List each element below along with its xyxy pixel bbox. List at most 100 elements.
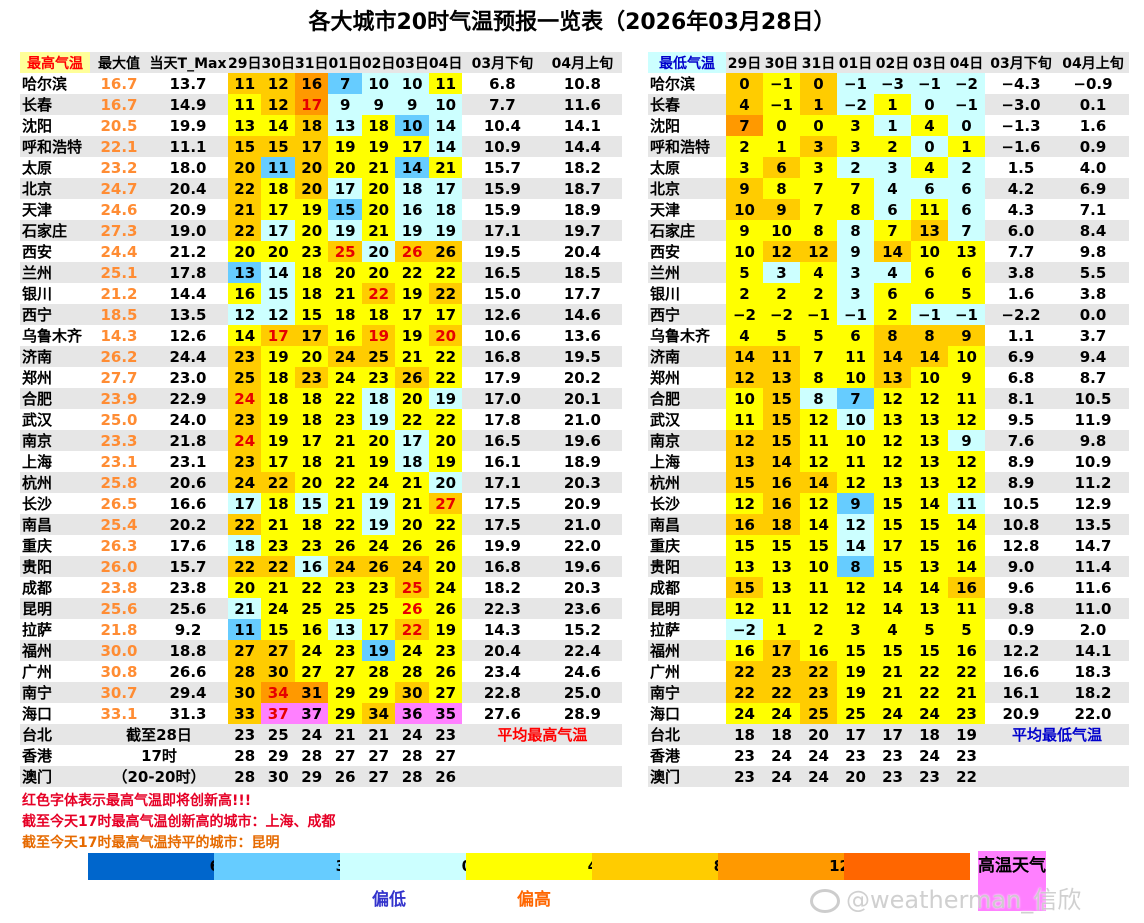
average-label	[985, 745, 1129, 766]
forecast-cell: 26	[428, 766, 463, 787]
forecast-cell: 3	[726, 157, 763, 178]
forecast-cell: −1	[800, 304, 837, 325]
forecast-cell: 14	[228, 325, 262, 346]
avg-early-april: 20.1	[542, 388, 623, 409]
avg-late-march: 22.8	[462, 682, 543, 703]
forecast-cell: 7	[800, 199, 837, 220]
forecast-cell: 18	[328, 304, 362, 325]
forecast-cell: 18	[294, 514, 329, 535]
forecast-cell: 10	[361, 73, 396, 94]
forecast-cell: 20	[328, 262, 362, 283]
table-row: 杭州 15 16 14 12 13 13 12 8.9 11.2	[648, 472, 1129, 493]
forecast-cell: 22	[948, 766, 985, 787]
forecast-cell: 27	[228, 640, 262, 661]
avg-late-march: 12.8	[1002, 536, 1040, 555]
forecast-cell: 12	[837, 598, 874, 619]
forecast-cell: 10	[726, 199, 763, 220]
forecast-cell: 20	[328, 157, 362, 178]
forecast-cell: 34	[361, 703, 396, 724]
forecast-cell: 26	[428, 661, 463, 682]
forecast-cell: −2	[948, 73, 985, 94]
forecast-cell: 2	[874, 136, 911, 157]
forecast-cell: 24	[763, 766, 800, 787]
forecast-cell: 19	[837, 682, 874, 703]
city-name: 合肥	[648, 388, 726, 409]
forecast-cell: 16	[763, 472, 800, 493]
forecast-cell: 15	[763, 388, 800, 409]
forecast-cell: 4	[800, 262, 837, 283]
forecast-cell: 7	[800, 346, 837, 367]
record-max-value: 26.2	[90, 346, 148, 367]
forecast-cell: 22	[911, 682, 948, 703]
city-name: 贵阳	[648, 556, 726, 577]
forecast-cell: 24	[395, 556, 429, 577]
forecast-cell: 18	[763, 514, 800, 535]
city-name: 台北	[20, 724, 90, 745]
forecast-cell: 13	[228, 115, 262, 136]
forecast-cell: 1	[800, 94, 837, 115]
table-row: 哈尔滨 16.7 13.7 11 12 16 7 10 10 11 6.8 10.8	[20, 73, 622, 94]
forecast-cell: 23	[763, 661, 800, 682]
forecast-cell: 9	[837, 241, 874, 262]
forecast-cell: 11	[948, 493, 985, 514]
avg-early-april: 3.8	[1079, 284, 1107, 303]
avg-late-march: 27.6	[483, 704, 521, 723]
forecast-cell: 23	[294, 535, 329, 556]
legend-hot-weather-box: 高温天气	[978, 851, 1046, 911]
avg-early-april: 18.5	[542, 262, 623, 283]
forecast-cell: 21	[361, 724, 396, 745]
forecast-cell: 14	[428, 136, 463, 157]
forecast-cell: 20	[294, 157, 329, 178]
city-name: 济南	[20, 346, 90, 367]
forecast-cell: 21	[228, 199, 262, 220]
forecast-cell: 12	[800, 409, 837, 430]
column-header: 02日	[874, 52, 911, 73]
city-name: 贵阳	[20, 556, 90, 577]
forecast-cell: 15	[261, 619, 295, 640]
forecast-cell: 13	[911, 451, 948, 472]
forecast-cell: 12	[837, 472, 874, 493]
forecast-cell: 10	[726, 388, 763, 409]
forecast-cell: 22	[328, 388, 362, 409]
forecast-cell: 15	[911, 514, 948, 535]
forecast-cell: 13	[726, 451, 763, 472]
avg-early-april: 11.2	[1057, 472, 1129, 493]
table-row: 济南 14 11 7 11 14 14 10 6.9 9.4	[648, 346, 1129, 367]
forecast-cell: 9	[726, 178, 763, 199]
forecast-cell: 20	[361, 262, 396, 283]
forecast-cell: 19	[328, 220, 362, 241]
avg-late-march: 20.4	[462, 640, 543, 661]
record-max-value: 27.7	[100, 368, 138, 387]
forecast-cell: 28	[395, 766, 429, 787]
forecast-cell: 16	[800, 640, 837, 661]
forecast-cell: 24	[919, 746, 940, 765]
avg-early-april: 18.3	[1074, 662, 1112, 681]
forecast-cell: 27	[428, 682, 463, 703]
table-row: 呼和浩特 2 1 3 3 2 0 1 −1.6 0.9	[648, 136, 1129, 157]
city-name: 天津	[650, 201, 681, 219]
forecast-cell: 21	[261, 514, 295, 535]
forecast-cell: 11	[228, 73, 262, 94]
forecast-cell: 22	[228, 220, 262, 241]
today-max-value: 29.4	[148, 682, 228, 703]
forecast-cell: 21	[328, 283, 362, 304]
forecast-cell: 12	[726, 430, 763, 451]
record-max-value: 16.7	[90, 94, 148, 115]
avg-early-april: 9.4	[1057, 346, 1129, 367]
avg-early-april: 13.6	[563, 326, 601, 345]
forecast-cell: 19	[361, 136, 396, 157]
forecast-cell: 19	[428, 451, 463, 472]
forecast-cell: 11	[948, 388, 985, 409]
forecast-cell: 27	[435, 746, 457, 765]
forecast-cell: 12	[837, 514, 874, 535]
forecast-cell: 22	[726, 682, 763, 703]
forecast-cell: 22	[428, 283, 463, 304]
avg-early-april: 18.9	[563, 452, 601, 471]
avg-late-march: 8.9	[1007, 452, 1035, 471]
forecast-cell: 21	[328, 724, 362, 745]
forecast-cell: 21	[328, 493, 362, 514]
avg-late-march: 8.9	[985, 472, 1057, 493]
forecast-cell: 21	[361, 157, 396, 178]
forecast-cell: 14	[261, 115, 295, 136]
forecast-cell: 34	[261, 682, 295, 703]
